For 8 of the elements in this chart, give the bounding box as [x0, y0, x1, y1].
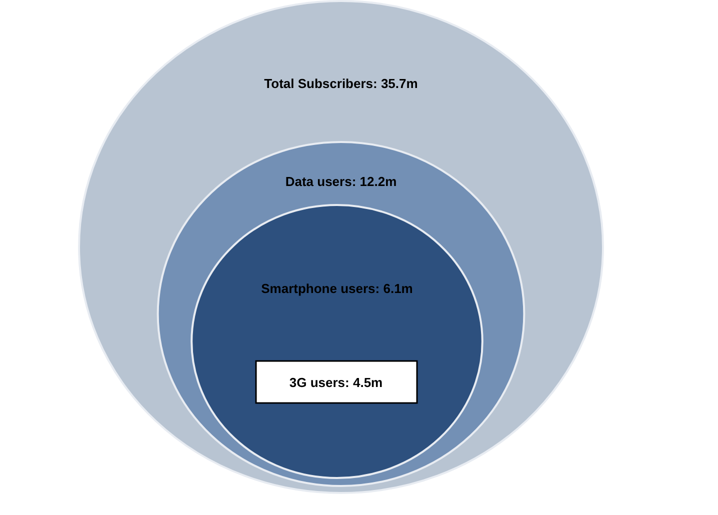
- category-label: 3G users: [289, 375, 346, 390]
- category-label: Total Subscribers: [264, 76, 374, 91]
- data-label: : 6.1m: [375, 280, 413, 296]
- category-label: Smartphone users: [261, 280, 376, 296]
- data-label: : 4.5m: [345, 375, 383, 390]
- data-label: : 12.2m: [352, 174, 397, 190]
- category-label: Data users: [285, 174, 352, 190]
- data-label: : 35.7m: [373, 76, 418, 91]
